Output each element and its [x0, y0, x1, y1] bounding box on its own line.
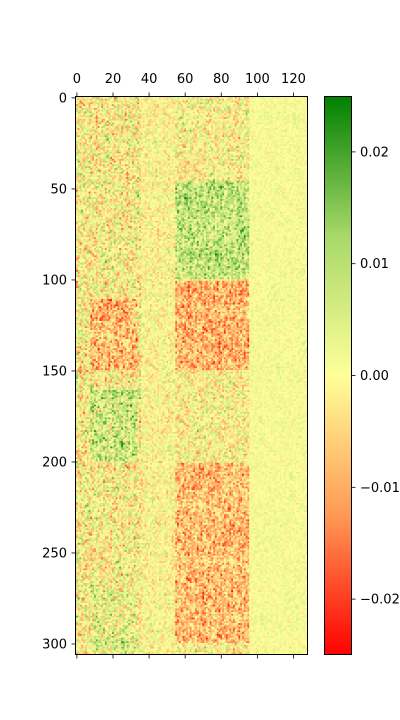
x-tick-label: 120 — [281, 72, 306, 87]
colorbar-tick-label: 0.01 — [360, 257, 389, 272]
y-tick-label: 200 — [42, 455, 67, 470]
colorbar-tick-label: −0.02 — [360, 593, 400, 608]
y-tick-label: 250 — [42, 546, 67, 561]
x-axis-top: 0 20 40 60 80 100 120 — [73, 72, 306, 97]
colorbar-tick-label: −0.01 — [360, 481, 400, 496]
y-tick-label: 100 — [42, 273, 67, 288]
y-tick-label: 0 — [59, 91, 67, 106]
colorbar-axis: 0.02 0.01 0.00 −0.01 −0.02 — [351, 145, 400, 608]
x-tick-label: 60 — [177, 72, 194, 87]
colorbar-tick-label: 0.02 — [360, 145, 389, 160]
x-tick-label: 80 — [213, 72, 230, 87]
x-tick-label: 100 — [245, 72, 270, 87]
colorbar-tick-label: 0.00 — [360, 369, 389, 384]
y-axis: 0 50 100 150 200 250 300 — [42, 91, 76, 652]
x-tick-label: 20 — [105, 72, 122, 87]
y-tick-label: 50 — [50, 182, 67, 197]
colorbar — [324, 96, 351, 655]
heatmap-frame — [75, 96, 308, 655]
x-tick-label: 0 — [73, 72, 81, 87]
x-tick-label: 40 — [141, 72, 158, 87]
y-tick-label: 300 — [42, 637, 67, 652]
y-tick-label: 150 — [42, 364, 67, 379]
heatmap-cells — [76, 97, 308, 655]
x-axis-bottom-ticks — [76, 654, 294, 659]
